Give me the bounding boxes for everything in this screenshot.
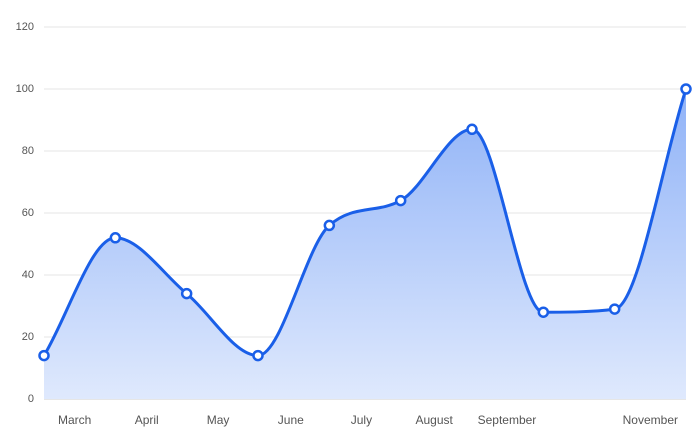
y-tick-label: 80 [22,145,34,157]
x-tick-label: May [207,413,230,427]
y-tick-label: 100 [16,83,34,95]
y-tick-label: 40 [22,269,34,281]
y-tick-label: 0 [28,393,34,405]
x-tick-label: July [351,413,372,427]
point [323,219,336,232]
x-tick-label: June [278,413,304,427]
y-tick-label: 120 [16,21,34,33]
x-tick-label: November [623,413,678,427]
x-tick-label: September [478,413,537,427]
point [38,349,50,362]
area-fill [44,89,686,399]
x-tick-label: April [135,413,159,427]
x-tick-label: August [416,413,454,427]
point [394,194,407,207]
y-tick-label: 60 [22,207,34,219]
line [42,88,688,358]
x-tick-label: March [58,413,91,427]
point [180,287,193,300]
point [466,123,478,136]
point [537,306,550,318]
point [608,303,621,315]
point [680,83,692,95]
y-tick-label: 20 [22,331,34,343]
point [109,232,122,244]
point [252,349,264,362]
